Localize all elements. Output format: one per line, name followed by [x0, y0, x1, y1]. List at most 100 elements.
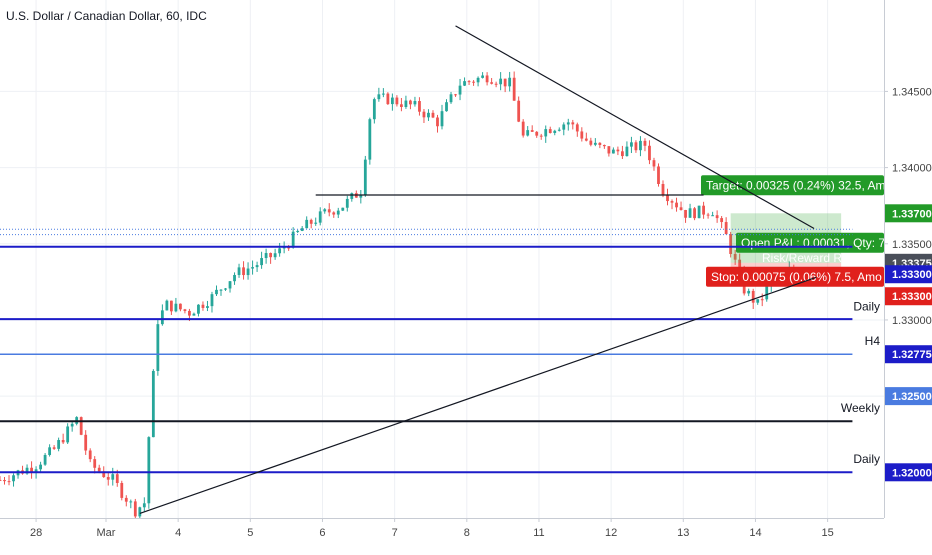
price-label-blue: 1.33300 [885, 265, 932, 284]
price-axis-label: 1.34000 [892, 163, 932, 175]
candle-body [102, 471, 106, 478]
candle-body [490, 82, 494, 84]
candle-body [494, 83, 498, 85]
level-label: Daily [853, 300, 880, 314]
candle-body [183, 309, 187, 311]
stop-label-text: Stop: 0.00075 (0.06%) 7.5, Amo [711, 270, 882, 284]
candle-body [476, 77, 480, 83]
candle-body [179, 303, 182, 310]
candle-body [93, 459, 97, 468]
candle-body [404, 100, 408, 107]
candle-body [174, 303, 178, 312]
price-label-text: 1.32775 [892, 349, 932, 361]
candle-body [756, 299, 760, 303]
price-label-text: 1.33300 [892, 291, 932, 303]
time-axis-label: 14 [749, 527, 761, 539]
candle-body [729, 234, 733, 254]
candle-body [197, 304, 200, 314]
candle-body [341, 207, 345, 211]
time-axis-label: 7 [392, 527, 398, 539]
candle-body [169, 300, 173, 312]
level-label: Daily [853, 452, 880, 466]
candle-body [611, 149, 615, 154]
candle-body [88, 450, 92, 460]
candle-body [318, 211, 322, 223]
candle-body [0, 479, 2, 481]
price-label-background [885, 463, 932, 482]
price-label-background [885, 204, 932, 223]
candle-body [48, 447, 52, 455]
candle-body [539, 135, 543, 137]
stop-label: Stop: 0.00075 (0.06%) 7.5, Amo [706, 266, 884, 287]
candle-body [12, 475, 15, 482]
candle-body [747, 290, 751, 294]
candle-body [228, 281, 232, 289]
candle-body [115, 474, 119, 483]
candle-body [395, 97, 399, 105]
candle-body [589, 140, 593, 145]
candle-body [738, 259, 742, 271]
candle-body [39, 464, 42, 470]
candle-body [760, 299, 764, 301]
candle-body [449, 94, 453, 103]
candle-body [386, 93, 390, 105]
candle-body [282, 247, 286, 249]
candle-body [314, 222, 318, 224]
price-label-background [885, 287, 932, 306]
candle-body [111, 474, 115, 480]
candle-body [598, 142, 602, 146]
candle-body [151, 370, 155, 438]
candle-body [724, 222, 728, 235]
candle-body [120, 482, 124, 498]
price-label-text: 1.33700 [892, 208, 932, 220]
time-axis-label: 6 [319, 527, 325, 539]
candle-body [666, 195, 669, 202]
candle-body [720, 218, 724, 223]
candle-body [278, 248, 282, 254]
time-axis-label: 13 [677, 527, 689, 539]
drawings: Daily H4 Weekly Daily [0, 25, 880, 514]
candle-body [458, 85, 462, 95]
candle-body [593, 142, 597, 145]
trend-line [455, 25, 815, 230]
price-label-background [885, 387, 932, 406]
price-axis-label: 1.33500 [892, 239, 932, 251]
risk-reward-label: Risk/Reward Ratio: 4.33 [762, 251, 892, 265]
candle-body [160, 310, 164, 325]
candle-body [66, 426, 70, 443]
candle-body [210, 294, 214, 307]
candle-body [670, 201, 674, 203]
candle-body [702, 205, 705, 215]
price-axis-label: 1.34500 [892, 86, 932, 98]
candle-body [300, 228, 304, 231]
price-label-background [885, 345, 932, 364]
candle-body [571, 122, 575, 125]
price-axis-label: 1.33000 [892, 315, 932, 327]
candle-body [287, 247, 291, 249]
candle-body [269, 253, 273, 258]
candle-body [607, 146, 611, 154]
candle-body [255, 265, 259, 268]
candle-body [467, 81, 471, 83]
candle-body [350, 193, 354, 199]
chart-title: U.S. Dollar / Canadian Dollar, 60, IDC [6, 9, 207, 23]
price-label-text: 1.32500 [892, 391, 932, 403]
time-axis-label: 11 [533, 527, 544, 539]
candle-body [372, 99, 376, 120]
candle-body [25, 467, 29, 474]
candle-body [733, 253, 737, 260]
price-label-blue: 1.32000 [885, 463, 932, 482]
price-label-blue: 1.32775 [885, 345, 932, 364]
time-axis-label: 4 [175, 527, 181, 539]
candle-body [679, 207, 683, 210]
candle-body [332, 212, 336, 215]
candle-body [34, 469, 38, 473]
candle-body [345, 198, 349, 208]
level-label: Weekly [841, 401, 880, 415]
candle-body [684, 209, 687, 218]
candle-body [215, 289, 218, 295]
candle-body [79, 417, 83, 435]
candle-body [336, 210, 340, 215]
